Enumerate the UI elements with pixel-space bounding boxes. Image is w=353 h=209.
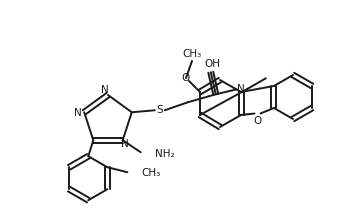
Text: O: O [182,73,190,83]
Text: CH₃: CH₃ [183,49,202,59]
Text: OH: OH [205,59,221,69]
Text: N: N [121,139,128,149]
Text: N: N [74,108,82,118]
Text: CH₃: CH₃ [141,168,161,178]
Text: NH₂: NH₂ [155,149,174,159]
Text: N: N [237,84,245,94]
Text: S: S [156,105,163,115]
Text: N: N [101,85,109,95]
Text: O: O [253,116,262,125]
